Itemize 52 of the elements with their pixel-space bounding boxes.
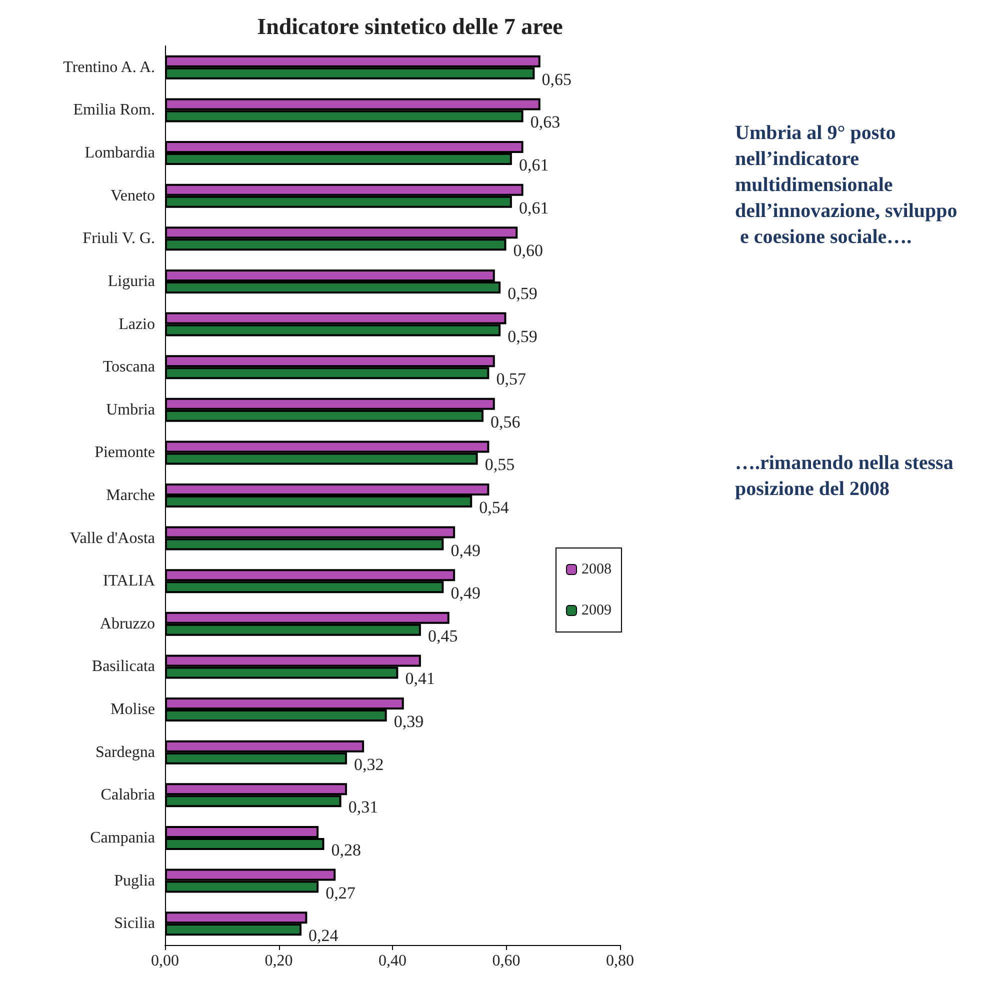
y-tick-label: Lombardia bbox=[84, 144, 155, 162]
y-tick-label: Puglia bbox=[114, 872, 155, 890]
data-label: 0,27 bbox=[326, 883, 356, 902]
y-tick-label: Sardegna bbox=[95, 744, 155, 761]
y-tick-label: Campania bbox=[90, 829, 155, 846]
data-label: 0,59 bbox=[508, 284, 538, 303]
data-label: 0,61 bbox=[518, 156, 549, 175]
data-label: 0,57 bbox=[496, 370, 526, 389]
data-label: 0,65 bbox=[542, 70, 572, 89]
data-label: 0,49 bbox=[450, 540, 480, 560]
y-tick-label: Umbria bbox=[106, 401, 155, 418]
data-label: 0,49 bbox=[450, 584, 480, 603]
y-tick-label: ITALIA bbox=[102, 572, 156, 590]
data-label: 0,32 bbox=[354, 754, 384, 774]
y-tick-label: Veneto bbox=[110, 187, 155, 204]
data-label: 0,59 bbox=[508, 326, 538, 346]
y-tick-label: Liguria bbox=[108, 272, 155, 290]
data-label: 0,31 bbox=[348, 798, 378, 817]
y-tick-label: Trentino A. A. bbox=[63, 58, 155, 76]
y-tick-label: Lazio bbox=[118, 316, 155, 333]
data-label: 0,55 bbox=[484, 455, 515, 474]
data-label: 0,61 bbox=[518, 198, 549, 218]
legend-label: 2008 bbox=[582, 562, 612, 578]
data-label: 0,56 bbox=[490, 412, 520, 432]
data-label: 0,41 bbox=[405, 669, 435, 688]
y-tick-label: Marche bbox=[106, 487, 155, 504]
data-label: 0,63 bbox=[530, 112, 560, 132]
x-tick-label: 0,60 bbox=[492, 952, 520, 970]
y-tick-label: Molise bbox=[110, 701, 155, 718]
text: ….rimanendo nella stessa posizione del 2008 bbox=[735, 452, 958, 500]
x-tick-label: 0,00 bbox=[151, 952, 179, 970]
text: Umbria al 9° posto nell’indicatore multidimensionale dell’innovazione, sviluppo e coesione sociale…. bbox=[735, 122, 958, 248]
y-tick-label: Emilia Rom. bbox=[73, 102, 155, 119]
x-tick-label: 0,80 bbox=[606, 952, 634, 970]
data-label: 0,45 bbox=[428, 626, 458, 646]
x-tick-label: 0,40 bbox=[378, 952, 406, 970]
data-label: 0,24 bbox=[308, 926, 339, 946]
data-label: 0,39 bbox=[394, 712, 424, 732]
y-tick-label: Sicilia bbox=[114, 915, 155, 932]
data-label: 0,28 bbox=[331, 840, 361, 860]
data-label: 0,60 bbox=[513, 241, 543, 260]
legend-label: 2009 bbox=[582, 602, 612, 618]
y-tick-label: Basilicata bbox=[92, 658, 155, 676]
y-tick-label: Valle d'Aosta bbox=[70, 530, 155, 547]
y-tick-label: Friuli V. G. bbox=[82, 230, 155, 248]
y-tick-label: Toscana bbox=[102, 358, 155, 376]
chart-title: Indicatore sintetico delle 7 aree bbox=[257, 14, 563, 39]
y-tick-label: Calabria bbox=[100, 786, 155, 804]
data-label: 0,54 bbox=[479, 498, 510, 517]
y-tick-label: Piemonte bbox=[94, 444, 155, 462]
x-tick-label: 0,20 bbox=[264, 952, 293, 970]
y-tick-label: Abruzzo bbox=[100, 615, 155, 632]
